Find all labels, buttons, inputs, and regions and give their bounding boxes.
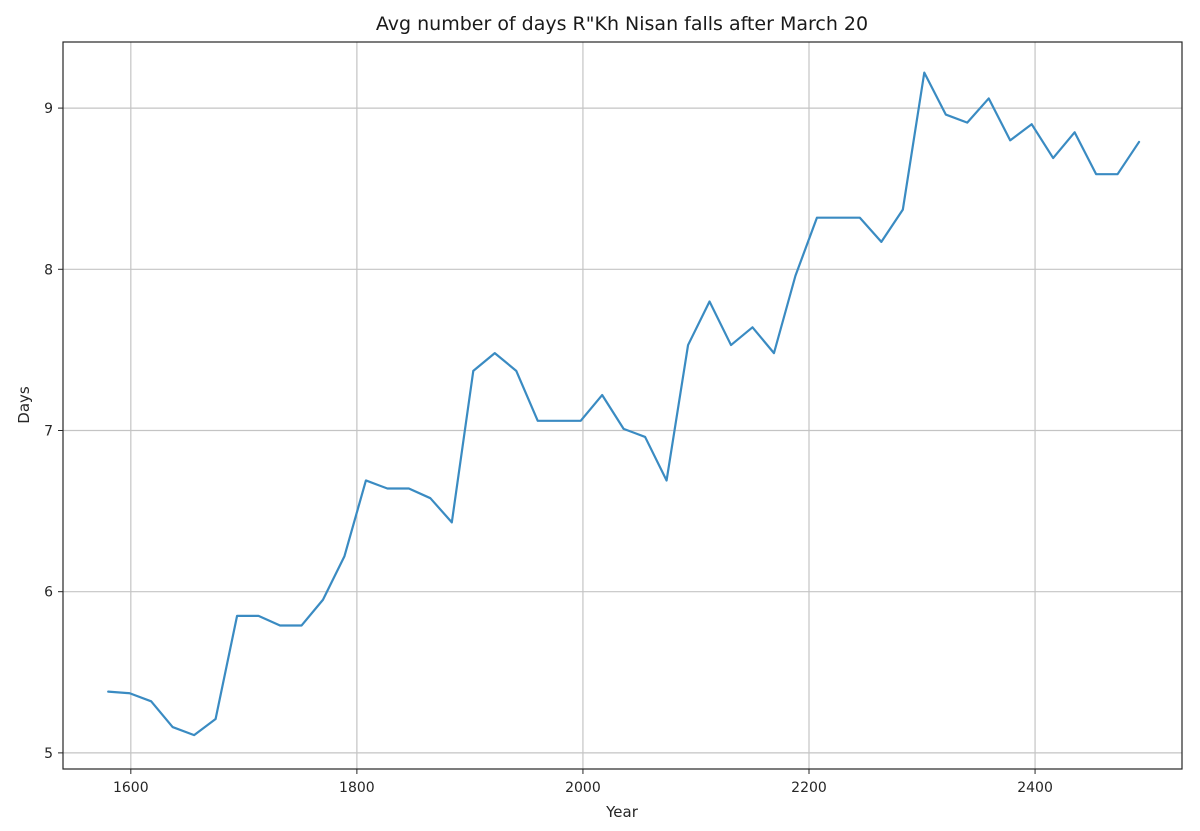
y-tick-label: 9 (44, 101, 53, 117)
x-tick-label: 1800 (339, 780, 375, 796)
series-layer (107, 71, 1141, 737)
chart-title: Avg number of days R"Kh Nisan falls afte… (376, 13, 868, 35)
y-tick-label: 5 (44, 746, 53, 762)
x-tick-label: 1600 (113, 780, 149, 796)
x-tick-label: 2400 (1017, 780, 1053, 796)
y-tick-label: 6 (44, 585, 53, 601)
x-tick-label: 2200 (791, 780, 827, 796)
y-axis-label: Days (15, 386, 33, 424)
y-axis: 5 6 7 8 9 (44, 101, 63, 762)
x-tick-label: 2000 (565, 780, 601, 796)
x-axis-label: Year (605, 803, 639, 821)
y-tick-label: 7 (44, 423, 53, 439)
y-tick-label: 8 (44, 262, 53, 278)
series-line (107, 71, 1141, 737)
grid (63, 42, 1182, 769)
plot-frame (62, 41, 1183, 770)
x-axis: 1600 1800 2000 2200 2400 (113, 769, 1053, 796)
